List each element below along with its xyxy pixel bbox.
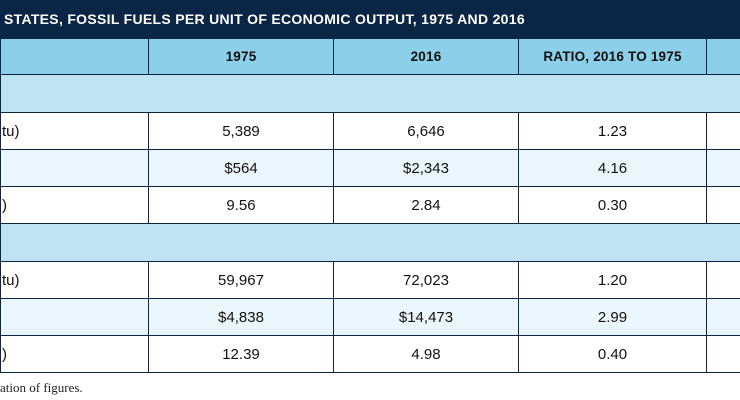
row-label: tu) — [0, 261, 149, 299]
cell-1975: 5,389 — [148, 112, 334, 150]
row-label: ) — [0, 335, 149, 373]
cell-ratio: 2.99 — [518, 298, 707, 336]
data-table: 1975 2016 RATIO, 2016 TO 1975 tu) 5,389 … — [0, 38, 740, 373]
cell-extra — [706, 261, 740, 299]
cell-1975: 12.39 — [148, 335, 334, 373]
row-label — [0, 149, 149, 187]
header-extra — [706, 38, 740, 75]
header-2016: 2016 — [333, 38, 519, 75]
header-ratio: RATIO, 2016 TO 1975 — [518, 38, 707, 75]
cell-ratio: 4.16 — [518, 149, 707, 187]
cell-2016: $2,343 — [333, 149, 519, 187]
cell-ratio: 1.20 — [518, 261, 707, 299]
cell-2016: 2.84 — [333, 186, 519, 224]
cell-2016: 4.98 — [333, 335, 519, 373]
table-row: ) 9.56 2.84 0.30 — [0, 186, 740, 224]
section-row-1 — [0, 74, 740, 113]
cell-1975: 9.56 — [148, 186, 334, 224]
section-band — [0, 223, 740, 262]
cell-ratio: 1.23 — [518, 112, 707, 150]
table-title: STATES, FOSSIL FUELS PER UNIT OF ECONOMI… — [0, 0, 740, 38]
footnote: ation of figures. — [0, 380, 83, 395]
cell-extra — [706, 112, 740, 150]
header-1975: 1975 — [148, 38, 334, 75]
cell-extra — [706, 335, 740, 373]
cell-2016: 6,646 — [333, 112, 519, 150]
cell-extra — [706, 186, 740, 224]
cell-2016: $14,473 — [333, 298, 519, 336]
row-label — [0, 298, 149, 336]
section-row-2 — [0, 223, 740, 262]
table-row: $564 $2,343 4.16 — [0, 149, 740, 187]
table-row: tu) 59,967 72,023 1.20 — [0, 261, 740, 299]
cell-1975: 59,967 — [148, 261, 334, 299]
header-label — [0, 38, 149, 75]
table-row: $4,838 $14,473 2.99 — [0, 298, 740, 336]
cell-ratio: 0.40 — [518, 335, 707, 373]
row-label: tu) — [0, 112, 149, 150]
cell-ratio: 0.30 — [518, 186, 707, 224]
section-band — [0, 74, 740, 113]
cell-1975: $564 — [148, 149, 334, 187]
cell-extra — [706, 149, 740, 187]
header-row: 1975 2016 RATIO, 2016 TO 1975 — [0, 38, 740, 75]
table-row: ) 12.39 4.98 0.40 — [0, 335, 740, 373]
table-row: tu) 5,389 6,646 1.23 — [0, 112, 740, 150]
row-label: ) — [0, 186, 149, 224]
cell-extra — [706, 298, 740, 336]
cell-2016: 72,023 — [333, 261, 519, 299]
cell-1975: $4,838 — [148, 298, 334, 336]
